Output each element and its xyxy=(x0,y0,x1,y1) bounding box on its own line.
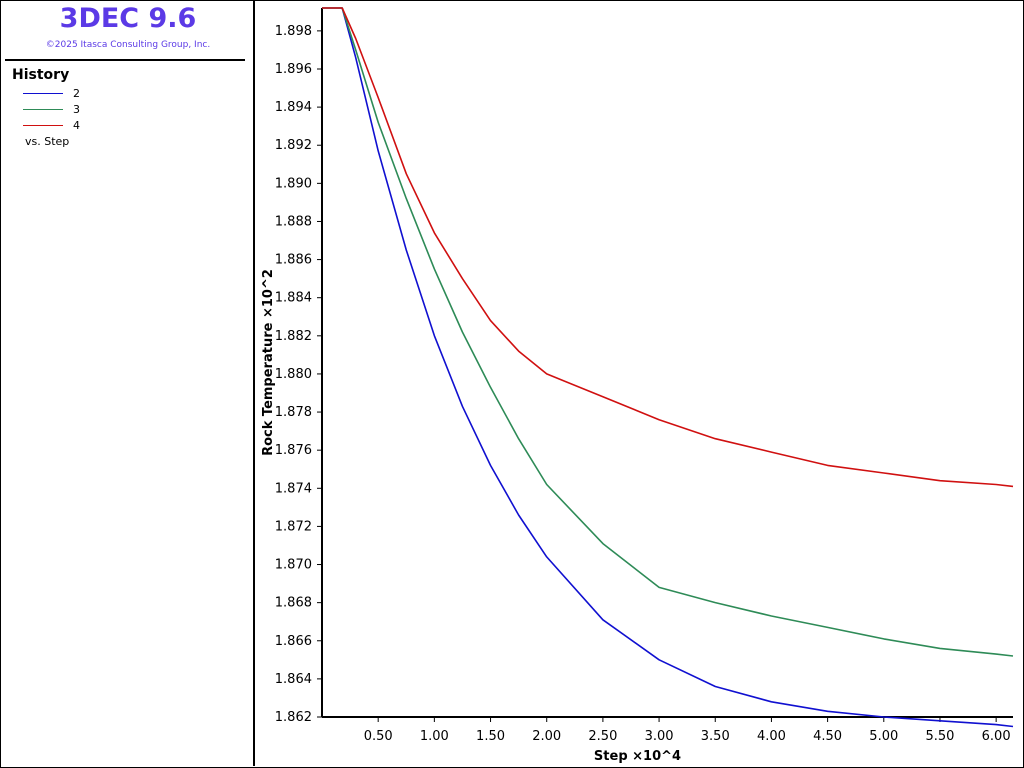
x-tick-label: 0.50 xyxy=(364,729,393,744)
y-tick-label: 1.874 xyxy=(275,481,312,496)
x-tick-label: 5.00 xyxy=(869,729,898,744)
legend-swatch-4 xyxy=(23,125,63,126)
series-line-3[interactable] xyxy=(322,7,1014,657)
y-tick-label: 1.868 xyxy=(275,596,312,611)
legend-swatch-3 xyxy=(23,109,63,110)
y-tick-label: 1.870 xyxy=(275,558,312,573)
legend-label-4: 4 xyxy=(73,119,80,132)
legend-panel: 3DEC 9.6 ©2025 Itasca Consulting Group, … xyxy=(1,1,255,766)
x-tick-label: 2.00 xyxy=(532,729,561,744)
legend-label-3: 3 xyxy=(73,103,80,116)
y-tick-label: 1.890 xyxy=(275,176,312,191)
x-tick-label: 1.50 xyxy=(476,729,505,744)
x-axis-label: Step ×10^4 xyxy=(594,749,681,764)
chart-plot[interactable]: 1.862 1.864 1.866 1.868 1.870 1.872 1.874 1.876… xyxy=(256,0,1022,766)
y-tick-label: 1.878 xyxy=(275,405,312,420)
series-line-2[interactable] xyxy=(322,7,1014,728)
x-tick-label: 4.00 xyxy=(757,729,786,744)
x-tick-label: 3.50 xyxy=(701,729,730,744)
x-tick-label: 5.50 xyxy=(925,729,954,744)
legend-swatch-2 xyxy=(23,93,63,94)
y-tick-label: 1.866 xyxy=(275,634,312,649)
y-tick-label: 1.886 xyxy=(275,253,312,268)
y-tick-label: 1.880 xyxy=(275,367,312,382)
legend-heading: History xyxy=(12,67,70,83)
y-tick-label: 1.898 xyxy=(275,24,312,39)
app-title: 3DEC 9.6 xyxy=(59,3,197,34)
legend-label-2: 2 xyxy=(73,87,80,100)
y-axis-label: Rock Temperature ×10^2 xyxy=(261,269,276,456)
y-tick-label: 1.896 xyxy=(275,62,312,77)
y-tick-label: 1.888 xyxy=(275,214,312,229)
title-divider xyxy=(5,59,245,61)
y-tick-label: 1.892 xyxy=(275,138,312,153)
y-tick-label: 1.872 xyxy=(275,519,312,534)
y-tick-label: 1.876 xyxy=(275,443,312,458)
copyright-text: ©2025 Itasca Consulting Group, Inc. xyxy=(45,40,211,50)
legend-vs-label: vs. Step xyxy=(25,135,70,148)
x-tick-label: 4.50 xyxy=(813,729,842,744)
x-tick-label: 2.50 xyxy=(588,729,617,744)
y-tick-label: 1.864 xyxy=(275,672,312,687)
x-tick-label: 1.00 xyxy=(420,729,449,744)
y-tick-label: 1.894 xyxy=(275,100,312,115)
series-line-4[interactable] xyxy=(322,7,1014,488)
y-tick-label: 1.862 xyxy=(275,710,312,725)
x-tick-label: 6.00 xyxy=(982,729,1011,744)
y-tick-label: 1.884 xyxy=(275,291,312,306)
x-tick-label: 3.00 xyxy=(645,729,674,744)
y-tick-label: 1.882 xyxy=(275,329,312,344)
